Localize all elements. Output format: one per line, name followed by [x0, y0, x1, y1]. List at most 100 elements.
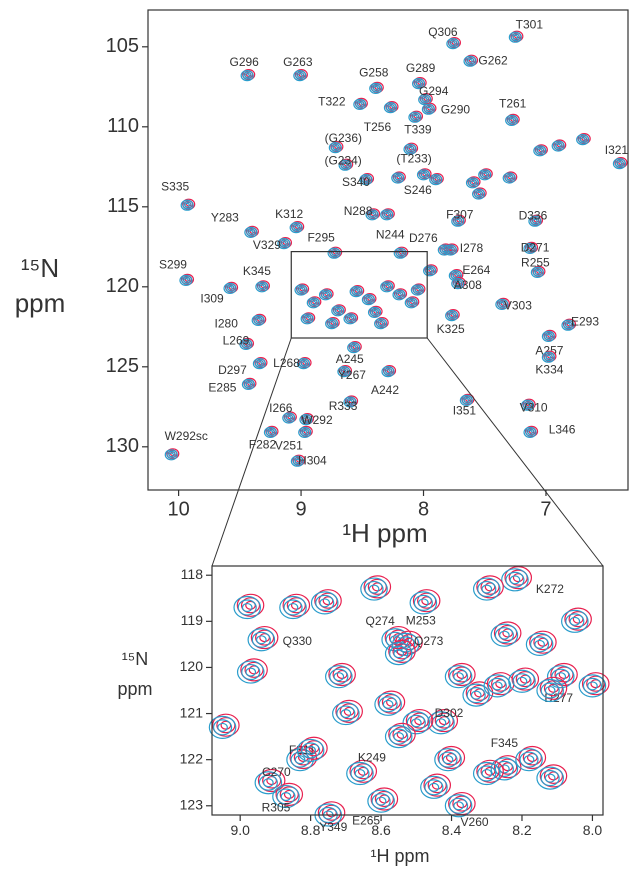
y-tick-label: 115 [107, 195, 139, 217]
peak-label: Q273 [414, 634, 444, 648]
peak [445, 309, 460, 322]
contour [463, 397, 470, 403]
peak [536, 676, 568, 703]
contour [445, 310, 459, 322]
contour [347, 316, 353, 322]
peak [179, 273, 195, 286]
x-tick-label: 8.2 [512, 822, 532, 838]
contour [240, 658, 268, 682]
contour [480, 170, 490, 179]
contour [367, 578, 387, 595]
peak [443, 243, 459, 256]
contour [448, 313, 455, 319]
contour [233, 595, 262, 620]
contour [392, 643, 412, 660]
peak [338, 158, 354, 171]
peak-label: G296 [230, 55, 260, 69]
contour [546, 665, 575, 689]
peak [536, 764, 568, 790]
contour [342, 162, 348, 168]
peak [367, 305, 383, 318]
contour [363, 575, 392, 599]
peak-label: I266 [269, 401, 293, 415]
contour [404, 297, 418, 309]
peak-label: K249 [358, 751, 386, 765]
peak [451, 214, 466, 227]
peak-label: T256 [364, 120, 392, 134]
contour [564, 607, 592, 631]
y-axis-label: ¹⁵N [21, 253, 59, 283]
peak [462, 681, 494, 707]
peak [236, 658, 268, 684]
contour [279, 595, 307, 620]
contour [473, 189, 484, 199]
contour [452, 666, 472, 683]
peak [332, 699, 363, 726]
x-axis-label: ¹H ppm [370, 846, 429, 866]
peak-label: R305 [262, 801, 291, 815]
contour [541, 330, 556, 342]
contour [534, 639, 545, 649]
contour [532, 268, 543, 277]
contour [300, 361, 307, 367]
peak-label: I321 [605, 143, 629, 157]
contour [280, 791, 292, 802]
peak [561, 607, 592, 633]
contour [291, 223, 301, 232]
contour [243, 380, 254, 389]
peak [523, 425, 539, 438]
peak [299, 413, 315, 426]
contour [243, 341, 249, 347]
peak-label: A257 [535, 344, 563, 358]
contour [329, 668, 349, 685]
contour [579, 137, 586, 143]
peak-label: N288 [344, 204, 373, 218]
contour [245, 381, 252, 387]
x-tick-label: 8.0 [583, 822, 603, 838]
contour [394, 290, 404, 299]
contour [533, 634, 553, 651]
contour [262, 772, 282, 789]
contour [252, 358, 267, 370]
contour [431, 175, 441, 184]
peak [318, 288, 334, 301]
contour [314, 589, 342, 613]
contour [490, 623, 519, 647]
contour [417, 592, 437, 609]
contour [382, 699, 394, 709]
peak [525, 630, 557, 656]
contour [239, 338, 253, 350]
contour [393, 247, 407, 259]
peak-label: E293 [571, 314, 599, 328]
contour [367, 210, 377, 219]
contour [367, 789, 395, 813]
peak [247, 625, 279, 652]
contour [540, 682, 560, 699]
contour [519, 751, 539, 768]
peak [306, 296, 322, 309]
contour [508, 118, 515, 123]
peak-label: Q330 [283, 634, 313, 648]
peak [561, 318, 577, 331]
contour [396, 292, 402, 298]
contour [508, 31, 522, 43]
contour [478, 169, 492, 181]
peak [384, 639, 416, 666]
peak [298, 425, 313, 438]
x-tick-label: 9 [295, 498, 306, 520]
contour [395, 175, 401, 181]
contour [320, 290, 331, 299]
contour [343, 396, 357, 408]
contour [251, 631, 271, 648]
contour [565, 322, 571, 328]
peak-label: K325 [437, 322, 465, 336]
peak-label: V251 [275, 439, 303, 453]
contour [255, 317, 261, 323]
contour [472, 188, 486, 200]
contour [321, 804, 342, 821]
contour [449, 797, 469, 814]
contour [256, 361, 263, 367]
contour [432, 177, 439, 183]
contour [453, 801, 464, 811]
